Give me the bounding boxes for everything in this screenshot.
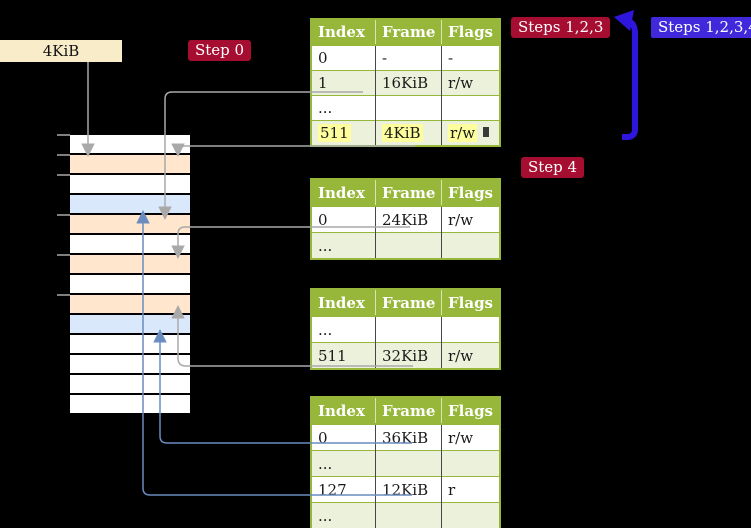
highlighted-value: 4KiB: [382, 124, 423, 142]
frame-label-box: 4KiB: [0, 40, 122, 62]
table-row: ...: [311, 95, 500, 121]
memory-frame-page: [70, 315, 190, 335]
page-table-4: Index Frame Flags 0 36KiB r/w ... 127 12…: [310, 396, 501, 528]
memory-frame-table: [70, 255, 190, 275]
col-header-index: Index: [311, 397, 376, 425]
memory-frame-free: [70, 275, 190, 295]
table-row: 0 24KiB r/w: [311, 206, 500, 233]
big-loop-arrowhead: [614, 10, 634, 31]
physical-memory-strip: [70, 135, 190, 415]
badge-step-4: Step 4: [521, 157, 585, 178]
badge-steps-123: Steps 1,2,3: [511, 17, 611, 38]
badge-steps-1234: Steps 1,2,3,4: [651, 17, 751, 38]
col-header-frame: Frame: [375, 179, 442, 207]
highlighted-value: r/w: [448, 124, 478, 142]
memory-frame-page: [70, 195, 190, 215]
memory-frame-free: [70, 375, 190, 395]
memory-frame-free: [70, 355, 190, 375]
table-row: ...: [311, 232, 500, 259]
page-table-2: Index Frame Flags 0 24KiB r/w ...: [310, 178, 501, 260]
table-row: ...: [311, 502, 500, 528]
memory-tick: [57, 134, 70, 136]
memory-frame-free: [70, 335, 190, 355]
col-header-flags: Flags: [441, 19, 500, 46]
table-header-row: Index Frame Flags: [311, 179, 500, 207]
table-row: 1 16KiB r/w: [311, 70, 500, 96]
col-header-flags: Flags: [441, 289, 500, 317]
col-header-frame: Frame: [375, 19, 442, 46]
table-row: ...: [311, 316, 500, 343]
memory-frame-free: [70, 135, 190, 155]
big-loop-arrow: [622, 18, 638, 140]
arrow-t1row511-to-frame4k: [171, 143, 415, 157]
memory-frame-free: [70, 235, 190, 255]
memory-frame-table: [70, 295, 190, 315]
table-row-highlighted: 511 4KiB r/w: [311, 120, 500, 146]
memory-tick: [57, 214, 70, 216]
col-header-index: Index: [311, 289, 376, 317]
memory-tick: [57, 154, 70, 156]
table-header-row: Index Frame Flags: [311, 289, 500, 317]
col-header-flags: Flags: [441, 179, 500, 207]
col-header-flags: Flags: [441, 397, 500, 425]
badge-step-0: Step 0: [188, 40, 252, 61]
col-header-frame: Frame: [375, 397, 442, 425]
memory-tick: [57, 174, 70, 176]
table-row: 127 12KiB r: [311, 476, 500, 503]
col-header-frame: Frame: [375, 289, 442, 317]
memory-tick: [57, 254, 70, 256]
memory-frame-free: [70, 175, 190, 195]
table-row: ...: [311, 450, 500, 477]
table-row: 0 36KiB r/w: [311, 424, 500, 451]
table-row: 0 - -: [311, 45, 500, 71]
memory-tick: [57, 294, 70, 296]
col-header-index: Index: [311, 179, 376, 207]
memory-frame-free: [70, 395, 190, 415]
table-header-row: Index Frame Flags: [311, 19, 500, 46]
table-row: 511 32KiB r/w: [311, 342, 500, 369]
highlighted-value: 511: [318, 124, 351, 142]
memory-frame-table: [70, 155, 190, 175]
memory-frame-table: [70, 215, 190, 235]
col-header-index: Index: [311, 19, 376, 46]
page-table-3: Index Frame Flags ... 511 32KiB r/w: [310, 288, 501, 370]
table-header-row: Index Frame Flags: [311, 397, 500, 425]
page-table-1: Index Frame Flags 0 - - 1 16KiB r/w ... …: [310, 18, 501, 147]
